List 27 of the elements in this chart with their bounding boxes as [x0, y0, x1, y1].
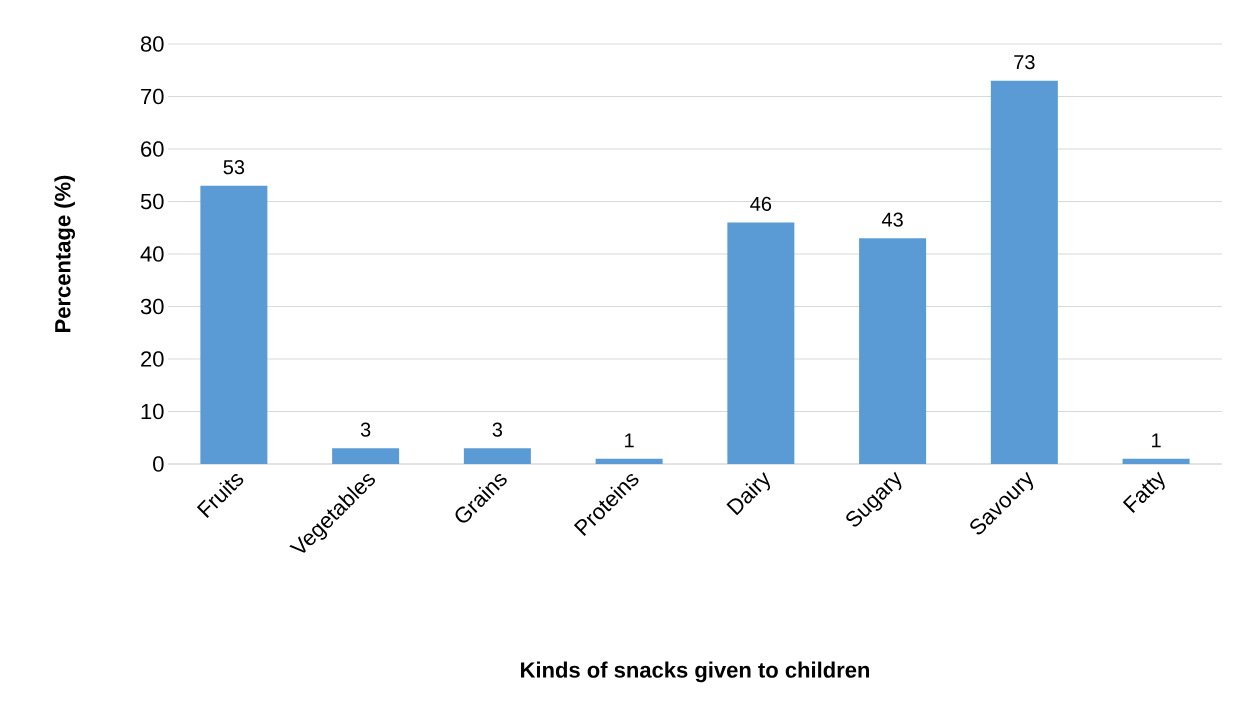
- bar: [1122, 458, 1190, 464]
- y-tick-label: 80: [140, 36, 164, 52]
- bar: [463, 448, 531, 464]
- y-tick-label: 40: [140, 246, 164, 262]
- y-tick-label: 60: [141, 141, 164, 157]
- bar: [332, 448, 400, 464]
- bar: [200, 185, 268, 464]
- y-tick-label: 30: [140, 298, 164, 315]
- data-label: 53: [223, 160, 245, 175]
- y-tick-label: 50: [140, 193, 164, 210]
- x-axis-title: Kinds of snacks given to children: [521, 661, 870, 683]
- y-tick-label: 10: [141, 403, 164, 420]
- y-tick-label: 0: [153, 456, 164, 472]
- y-axis-title: Percentage (%): [54, 175, 76, 332]
- bar: [595, 458, 663, 464]
- data-label: 3: [360, 422, 371, 437]
- data-label: 46: [750, 196, 772, 211]
- bar: [727, 222, 795, 464]
- data-label: 43: [881, 212, 903, 227]
- bar: [990, 80, 1058, 464]
- y-tick-label: 70: [141, 88, 164, 105]
- bar: [859, 238, 927, 464]
- data-label: 1: [1152, 433, 1161, 448]
- data-label: 3: [492, 422, 503, 437]
- y-tick-label: 20: [141, 351, 164, 367]
- data-label: 1: [625, 433, 634, 448]
- data-label: 73: [1014, 55, 1035, 70]
